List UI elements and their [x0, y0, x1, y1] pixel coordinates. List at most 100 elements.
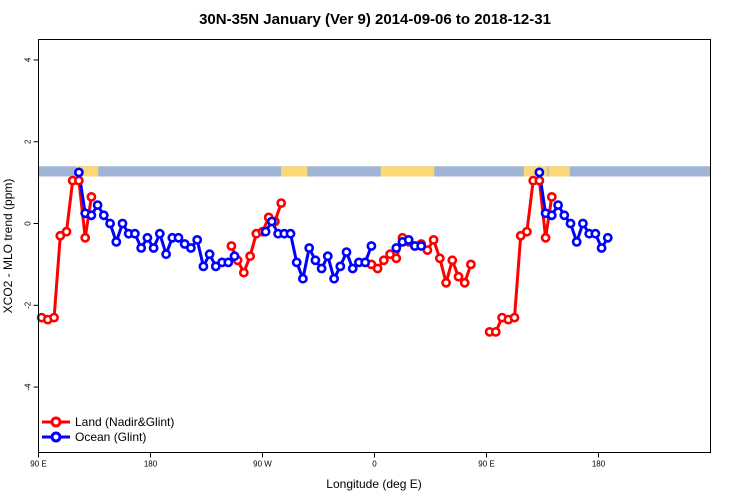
land-point-3-1: [490, 326, 501, 337]
ocean-point-1-17: [366, 241, 377, 251]
land-point-2-13: [447, 255, 458, 266]
ocean-point-1-8: [310, 255, 321, 266]
ocean-point-0-14: [161, 249, 171, 260]
land-point-2-11: [434, 253, 445, 264]
y-tick-label-0: 4: [24, 57, 33, 62]
ocean-point-0-0: [74, 167, 84, 178]
ocean-point-3-4: [559, 210, 570, 221]
legend-land-label: Land (Nadir&Glint): [75, 415, 174, 429]
band-land-0: [75, 166, 99, 177]
land-point-0-8: [86, 191, 97, 202]
land-point-2-4: [391, 253, 402, 264]
y-tick-label-1: 2: [24, 139, 33, 144]
ocean-point-0-25: [229, 251, 240, 262]
ocean-point-0-16: [173, 232, 184, 243]
band-ocean: [38, 166, 711, 177]
ocean-point-0-4: [98, 210, 109, 221]
ocean-point-3-7: [578, 218, 588, 229]
ocean-point-1-5: [291, 257, 302, 268]
ocean-point-1-10: [322, 251, 333, 262]
ocean-point-0-21: [204, 249, 215, 260]
land-point-3-10: [546, 191, 557, 202]
land-point-1-8: [276, 198, 287, 208]
legend-ocean-swatch-marker: [50, 431, 62, 443]
x-axis-label: Longitude (deg E): [326, 477, 421, 491]
land-point-2-1: [372, 263, 383, 274]
x-tick-label-0: 90 E: [30, 460, 46, 469]
land-point-1-2: [238, 267, 249, 278]
ocean-point-0-9: [129, 228, 140, 239]
x-tick-label-3: 0: [372, 460, 377, 469]
ocean-point-0-6: [111, 236, 122, 247]
ocean-point-1-7: [304, 243, 315, 253]
ocean-point-1-16: [360, 257, 371, 268]
ocean-point-1-6: [297, 273, 308, 284]
x-axis: 90 E 180 90 W 0 90 E 180: [30, 452, 606, 469]
chart-title: 30N-35N January (Ver 9) 2014-09-06 to 20…: [199, 11, 551, 28]
ocean-point-0-2: [86, 210, 97, 221]
legend-item-land: Land (Nadir&Glint): [42, 415, 174, 429]
ocean-point-3-6: [571, 236, 582, 247]
ocean-point-0-20: [198, 261, 209, 272]
x-tick-label-4: 90 E: [478, 460, 494, 469]
ocean-point-1-1: [266, 216, 277, 227]
ocean-point-0-5: [105, 218, 115, 229]
land-point-2-12: [441, 277, 451, 288]
ocean-point-1-12: [335, 261, 346, 272]
ocean-point-3-11: [602, 232, 613, 243]
x-tick-label-2: 90 W: [253, 460, 272, 469]
ocean-point-3-10: [596, 243, 607, 253]
ocean-point-0-7: [117, 218, 128, 229]
y-tick-label-4: -4: [24, 383, 33, 391]
ocean-point-2-2: [403, 234, 414, 245]
ocean-point-2-0: [391, 243, 402, 253]
land-point-1-0: [226, 241, 237, 251]
ocean-point-0-10: [136, 243, 147, 253]
ocean-point-3-5: [565, 218, 576, 229]
ocean-point-0-24: [223, 257, 234, 268]
x-tick-label-5: 180: [592, 460, 606, 469]
ocean-point-3-9: [590, 228, 601, 239]
y-tick-label-2: 0: [24, 221, 33, 226]
legend: Land (Nadir&Glint) Ocean (Glint): [42, 415, 174, 444]
land-point-2-15: [459, 277, 470, 288]
ocean-point-0-11: [142, 232, 153, 243]
land-point-0-7: [80, 232, 91, 243]
land-point-3-4: [509, 312, 520, 323]
y-axis-label: XCO2 - MLO trend (ppm): [1, 179, 15, 314]
y-axis: 4 2 0 -2 -4: [24, 57, 39, 391]
band-land-4: [548, 166, 570, 177]
land-point-1-3: [245, 251, 255, 262]
series-points: [36, 167, 613, 337]
ocean-point-3-2: [546, 210, 557, 221]
land-point-0-2: [49, 312, 59, 323]
ocean-point-1-4: [285, 228, 296, 239]
ocean-point-1-9: [316, 263, 327, 274]
band-land-2: [380, 166, 435, 177]
land-point-2-2: [378, 255, 389, 266]
ocean-point-0-13: [154, 228, 165, 239]
ocean-point-2-4: [416, 241, 427, 251]
ocean-point-0-19: [192, 234, 203, 245]
ocean-point-1-13: [341, 247, 352, 257]
land-point-3-8: [534, 175, 545, 186]
land-point-2-10: [428, 234, 439, 245]
ocean-point-1-11: [329, 273, 339, 284]
ocean-point-0-12: [148, 243, 159, 253]
terrain-band: [38, 166, 711, 177]
land-point-3-6: [522, 226, 532, 237]
ocean-point-1-14: [347, 263, 358, 274]
ocean-point-3-3: [553, 200, 563, 210]
land-point-3-9: [540, 232, 551, 243]
ocean-point-3-0: [534, 167, 545, 178]
x-tick-label-1: 180: [144, 460, 158, 469]
land-point-0-4: [61, 226, 72, 237]
land-point-2-14: [453, 271, 464, 282]
legend-ocean-label: Ocean (Glint): [75, 430, 146, 444]
legend-item-ocean: Ocean (Glint): [42, 430, 146, 444]
y-tick-label-3: -2: [24, 301, 33, 309]
band-land-1: [281, 166, 308, 177]
ocean-point-0-3: [92, 200, 103, 210]
